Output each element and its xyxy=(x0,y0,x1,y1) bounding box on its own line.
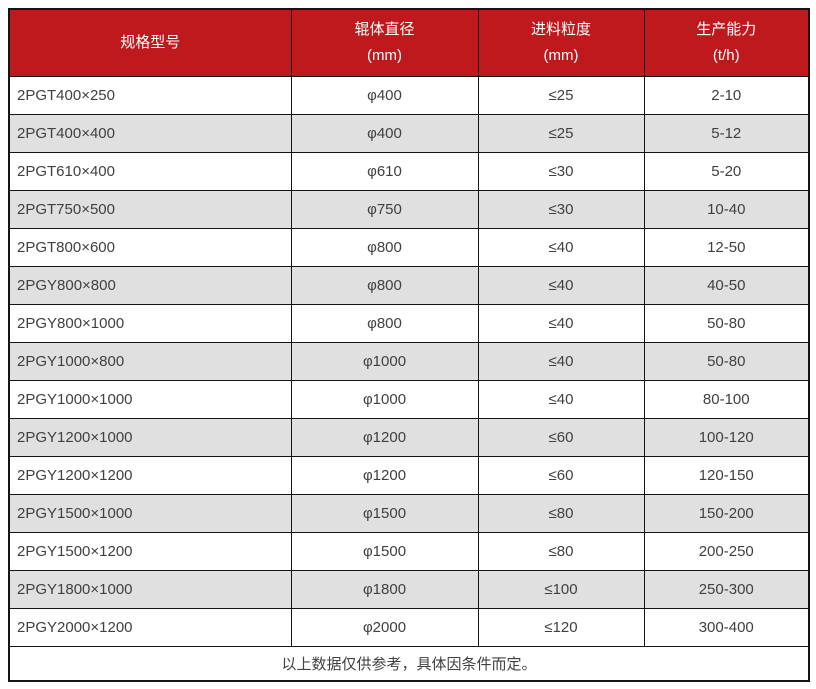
table-row: 2PGT610×400 φ610 ≤30 5-20 xyxy=(8,152,810,191)
cell-capacity: 200-250 xyxy=(643,532,810,571)
header-row: 规格型号 辊体直径 (mm) 进料粒度 (mm) 生产能力 (t/h) xyxy=(8,8,810,77)
column-header-label: 辊体直径 xyxy=(354,21,415,38)
table-row: 2PGT400×400 φ400 ≤25 5-12 xyxy=(8,114,810,153)
cell-feed-size: ≤60 xyxy=(477,456,645,495)
cell-feed-size: ≤40 xyxy=(477,380,645,419)
cell-model: 2PGY2000×1200 xyxy=(8,608,292,647)
cell-model: 2PGT750×500 xyxy=(8,190,292,229)
cell-roller-diameter: φ1500 xyxy=(290,494,479,533)
cell-roller-diameter: φ750 xyxy=(290,190,479,229)
column-header-model: 规格型号 xyxy=(8,8,292,77)
cell-model: 2PGY800×800 xyxy=(8,266,292,305)
cell-capacity: 40-50 xyxy=(643,266,810,305)
table-row: 2PGY2000×1200 φ2000 ≤120 300-400 xyxy=(8,608,810,647)
cell-model: 2PGY1000×800 xyxy=(8,342,292,381)
cell-feed-size: ≤25 xyxy=(477,76,645,115)
cell-capacity: 10-40 xyxy=(643,190,810,229)
cell-feed-size: ≤80 xyxy=(477,532,645,571)
cell-feed-size: ≤30 xyxy=(477,152,645,191)
cell-roller-diameter: φ800 xyxy=(290,266,479,305)
cell-roller-diameter: φ400 xyxy=(290,76,479,115)
cell-capacity: 300-400 xyxy=(643,608,810,647)
cell-model: 2PGY800×1000 xyxy=(8,304,292,343)
table-row: 2PGY1800×1000 φ1800 ≤100 250-300 xyxy=(8,570,810,609)
table-row: 2PGT750×500 φ750 ≤30 10-40 xyxy=(8,190,810,229)
cell-capacity: 50-80 xyxy=(643,304,810,343)
spec-table: 规格型号 辊体直径 (mm) 进料粒度 (mm) 生产能力 (t/h) 2PGT400×25… xyxy=(8,8,810,682)
cell-feed-size: ≤60 xyxy=(477,418,645,457)
cell-roller-diameter: φ400 xyxy=(290,114,479,153)
cell-roller-diameter: φ800 xyxy=(290,228,479,267)
cell-model: 2PGY1500×1000 xyxy=(8,494,292,533)
cell-model: 2PGT800×600 xyxy=(8,228,292,267)
cell-capacity: 12-50 xyxy=(643,228,810,267)
cell-capacity: 2-10 xyxy=(643,76,810,115)
cell-capacity: 120-150 xyxy=(643,456,810,495)
table-row: 2PGY1200×1000 φ1200 ≤60 100-120 xyxy=(8,418,810,457)
cell-model: 2PGT610×400 xyxy=(8,152,292,191)
table-row: 2PGY1500×1200 φ1500 ≤80 200-250 xyxy=(8,532,810,571)
cell-model: 2PGY1000×1000 xyxy=(8,380,292,419)
cell-roller-diameter: φ1200 xyxy=(290,418,479,457)
cell-capacity: 5-12 xyxy=(643,114,810,153)
cell-roller-diameter: φ1800 xyxy=(290,570,479,609)
cell-capacity: 250-300 xyxy=(643,570,810,609)
cell-capacity: 100-120 xyxy=(643,418,810,457)
table-row: 2PGT400×250 φ400 ≤25 2-10 xyxy=(8,76,810,115)
cell-capacity: 80-100 xyxy=(643,380,810,419)
cell-capacity: 50-80 xyxy=(643,342,810,381)
cell-model: 2PGT400×250 xyxy=(8,76,292,115)
column-header-capacity: 生产能力 (t/h) xyxy=(643,8,810,77)
cell-capacity: 5-20 xyxy=(643,152,810,191)
table-row: 2PGY1500×1000 φ1500 ≤80 150-200 xyxy=(8,494,810,533)
cell-feed-size: ≤25 xyxy=(477,114,645,153)
column-header-label: 进料粒度 xyxy=(530,21,591,38)
cell-feed-size: ≤100 xyxy=(477,570,645,609)
cell-model: 2PGT400×400 xyxy=(8,114,292,153)
footnote-row: 以上数据仅供参考，具体因条件而定。 xyxy=(8,646,810,682)
cell-feed-size: ≤40 xyxy=(477,228,645,267)
cell-roller-diameter: φ1500 xyxy=(290,532,479,571)
column-header-unit: (mm) xyxy=(543,47,579,64)
column-header-roller-diameter: 辊体直径 (mm) xyxy=(290,8,479,77)
cell-feed-size: ≤120 xyxy=(477,608,645,647)
column-header-unit: (t/h) xyxy=(712,47,740,64)
table-row: 2PGY800×800 φ800 ≤40 40-50 xyxy=(8,266,810,305)
cell-feed-size: ≤40 xyxy=(477,266,645,305)
cell-roller-diameter: φ610 xyxy=(290,152,479,191)
column-header-label: 规格型号 xyxy=(120,34,181,51)
table-row: 2PGT800×600 φ800 ≤40 12-50 xyxy=(8,228,810,267)
table-footnote: 以上数据仅供参考，具体因条件而定。 xyxy=(8,646,810,682)
cell-roller-diameter: φ1000 xyxy=(290,342,479,381)
cell-roller-diameter: φ1000 xyxy=(290,380,479,419)
cell-model: 2PGY1200×1000 xyxy=(8,418,292,457)
cell-feed-size: ≤80 xyxy=(477,494,645,533)
cell-model: 2PGY1800×1000 xyxy=(8,570,292,609)
cell-roller-diameter: φ800 xyxy=(290,304,479,343)
cell-feed-size: ≤40 xyxy=(477,304,645,343)
cell-model: 2PGY1500×1200 xyxy=(8,532,292,571)
cell-roller-diameter: φ1200 xyxy=(290,456,479,495)
cell-capacity: 150-200 xyxy=(643,494,810,533)
column-header-label: 生产能力 xyxy=(696,21,757,38)
cell-model: 2PGY1200×1200 xyxy=(8,456,292,495)
cell-roller-diameter: φ2000 xyxy=(290,608,479,647)
column-header-feed-size: 进料粒度 (mm) xyxy=(477,8,645,77)
cell-feed-size: ≤30 xyxy=(477,190,645,229)
table-row: 2PGY1000×1000 φ1000 ≤40 80-100 xyxy=(8,380,810,419)
cell-feed-size: ≤40 xyxy=(477,342,645,381)
table-row: 2PGY1200×1200 φ1200 ≤60 120-150 xyxy=(8,456,810,495)
table-row: 2PGY800×1000 φ800 ≤40 50-80 xyxy=(8,304,810,343)
column-header-unit: (mm) xyxy=(367,47,402,64)
table-row: 2PGY1000×800 φ1000 ≤40 50-80 xyxy=(8,342,810,381)
